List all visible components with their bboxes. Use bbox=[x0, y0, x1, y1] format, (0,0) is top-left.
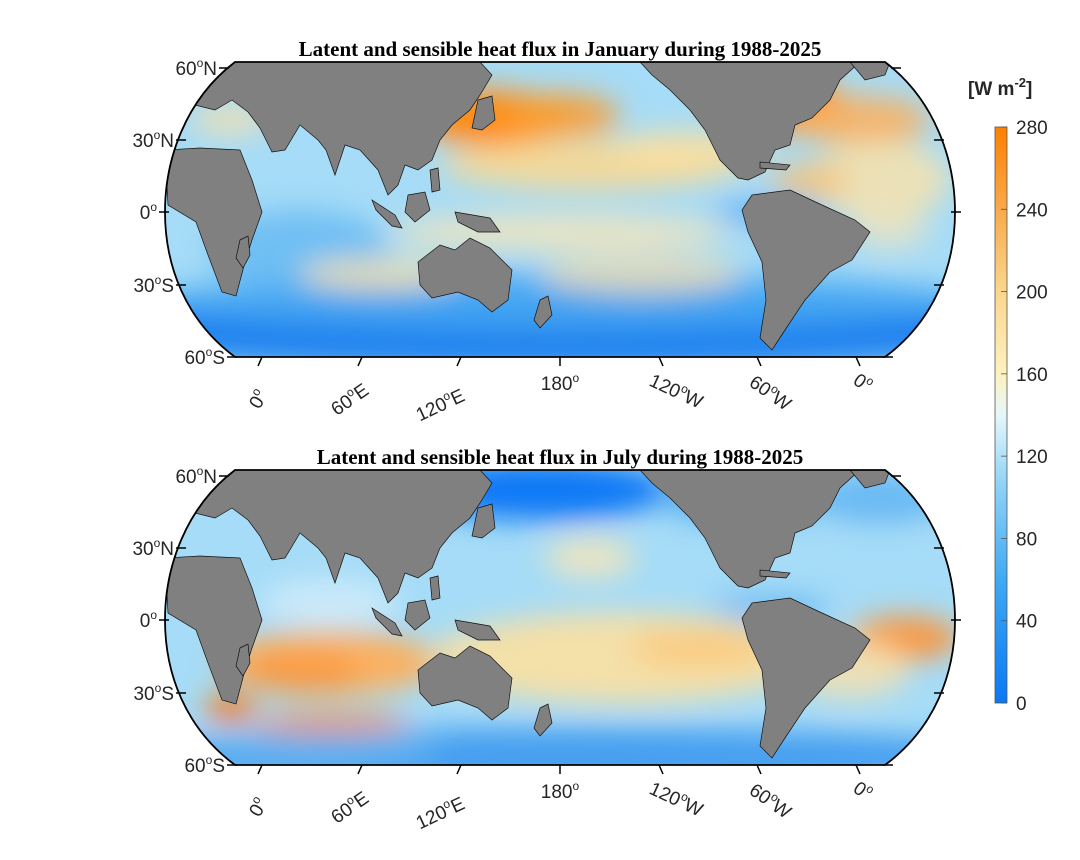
land-sumatra bbox=[371, 607, 403, 637]
land-namerica bbox=[639, 470, 861, 589]
land-samerica bbox=[741, 189, 871, 351]
colorbar-unit-label: [W m-2] bbox=[968, 75, 1032, 100]
land-cuba bbox=[759, 161, 791, 171]
latitude-label: 0o bbox=[140, 200, 158, 224]
longitude-label: 0o bbox=[849, 775, 877, 805]
colorbar-tick-label: 40 bbox=[1016, 612, 1037, 633]
flux-region bbox=[540, 255, 740, 295]
flux-region bbox=[205, 693, 255, 723]
colorbar-tick-label: 280 bbox=[1016, 118, 1048, 139]
heat-flux-map bbox=[165, 470, 955, 765]
land-nz bbox=[533, 703, 553, 737]
longitude-label: 60oE bbox=[326, 785, 373, 828]
flux-region bbox=[850, 210, 930, 250]
longitude-label: 60oE bbox=[326, 377, 373, 420]
colorbar-tick-label: 160 bbox=[1016, 365, 1048, 386]
map-panel-january: Latent and sensible heat flux in January… bbox=[132, 37, 961, 426]
longitude-label: 60oW bbox=[745, 369, 796, 415]
flux-region bbox=[770, 165, 850, 195]
land-samerica bbox=[741, 597, 871, 759]
land-japan bbox=[471, 503, 496, 539]
longitude-label: 120oE bbox=[412, 383, 468, 426]
longitude-label: 120oW bbox=[646, 368, 707, 414]
land-australia bbox=[417, 237, 513, 313]
land-borneo bbox=[404, 599, 431, 631]
latitude-label: 60oS bbox=[184, 345, 225, 369]
flux-region bbox=[500, 93, 620, 137]
latitude-label: 60oS bbox=[184, 753, 225, 777]
land-greenland bbox=[849, 470, 891, 489]
flux-region bbox=[200, 726, 440, 765]
latitude-label: 30oN bbox=[132, 536, 174, 560]
colorbar-tick-label: 120 bbox=[1016, 447, 1048, 468]
land-newguinea bbox=[454, 619, 501, 641]
land-newguinea bbox=[454, 211, 501, 233]
latitude-label: 30oS bbox=[133, 273, 174, 297]
flux-region bbox=[250, 713, 410, 733]
land-cuba bbox=[759, 569, 791, 579]
longitude-label: 0o bbox=[243, 793, 273, 820]
latitude-label: 30oN bbox=[132, 128, 174, 152]
land-japan bbox=[471, 95, 496, 131]
heat-flux-map bbox=[165, 62, 955, 357]
land-philippines bbox=[429, 167, 441, 193]
longitude-label: 180o bbox=[541, 371, 580, 395]
longitude-label: 0o bbox=[243, 385, 273, 412]
longitude-label: 180o bbox=[541, 779, 580, 803]
colorbar: [W m-2] 280 240 200 160 120 80 40 0 bbox=[968, 75, 1048, 715]
flux-region bbox=[630, 628, 770, 668]
flux-region bbox=[240, 653, 360, 693]
land-borneo bbox=[404, 191, 431, 223]
land-madagascar bbox=[235, 235, 251, 269]
colorbar-tick-label: 240 bbox=[1016, 200, 1048, 221]
land-eurasia bbox=[167, 470, 493, 604]
longitude-label: 120oE bbox=[412, 791, 468, 834]
latitude-label: 30oS bbox=[133, 681, 174, 705]
land-sumatra bbox=[371, 199, 403, 229]
flux-region bbox=[545, 538, 635, 578]
colorbar-tick-label: 80 bbox=[1016, 529, 1037, 550]
latitude-label: 0o bbox=[140, 608, 158, 632]
land-australia bbox=[417, 645, 513, 721]
panel-title: Latent and sensible heat flux in July du… bbox=[317, 445, 804, 469]
land-eurasia bbox=[167, 62, 493, 196]
land-nz bbox=[533, 295, 553, 329]
flux-region bbox=[260, 578, 400, 628]
longitude-label: 0o bbox=[849, 367, 877, 397]
colorbar-tick-label: 0 bbox=[1016, 694, 1027, 715]
latitude-label: 60oN bbox=[175, 464, 217, 488]
colorbar-gradient bbox=[994, 126, 1008, 704]
land-philippines bbox=[429, 575, 441, 601]
flux-region bbox=[790, 95, 930, 145]
flux-region bbox=[390, 214, 730, 250]
land-madagascar bbox=[235, 643, 251, 677]
longitude-label: 120oW bbox=[646, 776, 707, 822]
panel-title: Latent and sensible heat flux in January… bbox=[299, 37, 822, 61]
longitude-label: 60oW bbox=[745, 777, 796, 823]
land-namerica bbox=[639, 62, 861, 181]
flux-region bbox=[810, 140, 950, 220]
colorbar-tick-label: 200 bbox=[1016, 283, 1048, 304]
land-greenland bbox=[849, 62, 891, 81]
map-panel-july: Latent and sensible heat flux in July du… bbox=[132, 445, 961, 834]
latitude-label: 60oN bbox=[175, 56, 217, 80]
